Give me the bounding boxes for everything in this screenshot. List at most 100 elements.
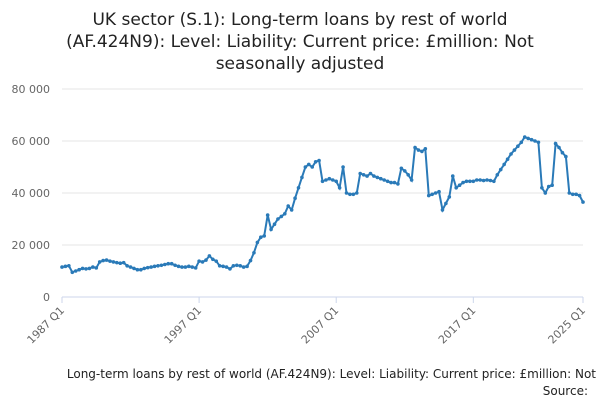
point bbox=[91, 265, 95, 269]
point bbox=[526, 136, 530, 141]
point bbox=[546, 184, 551, 189]
point bbox=[392, 180, 397, 185]
point bbox=[354, 191, 359, 195]
point bbox=[77, 267, 81, 272]
point bbox=[399, 166, 404, 171]
point bbox=[300, 175, 304, 180]
point bbox=[409, 178, 414, 182]
point bbox=[169, 261, 174, 266]
point bbox=[327, 176, 332, 181]
point bbox=[567, 191, 572, 195]
point bbox=[492, 179, 496, 184]
point bbox=[70, 270, 75, 275]
point bbox=[564, 154, 568, 159]
point bbox=[200, 260, 205, 264]
point bbox=[485, 178, 489, 182]
point bbox=[211, 257, 215, 262]
point bbox=[488, 178, 493, 183]
point bbox=[481, 178, 486, 183]
point bbox=[454, 186, 458, 190]
point bbox=[416, 148, 421, 152]
point bbox=[269, 227, 273, 232]
point bbox=[495, 173, 500, 177]
x-axis-label: Long-term loans by rest of world (AF.424… bbox=[67, 367, 596, 381]
point bbox=[115, 260, 119, 265]
point bbox=[406, 173, 410, 177]
point bbox=[235, 263, 239, 268]
point bbox=[104, 258, 109, 262]
point bbox=[550, 183, 554, 187]
point bbox=[457, 183, 462, 187]
point bbox=[166, 261, 171, 266]
point bbox=[440, 208, 445, 212]
point bbox=[118, 261, 123, 266]
point bbox=[577, 193, 582, 198]
point bbox=[553, 141, 558, 146]
point bbox=[279, 214, 284, 219]
point bbox=[471, 179, 476, 184]
point bbox=[135, 267, 140, 272]
point bbox=[361, 173, 366, 177]
point bbox=[522, 135, 527, 139]
point bbox=[310, 165, 315, 169]
y-tick-label: 0 bbox=[43, 291, 50, 304]
point bbox=[73, 269, 78, 273]
point bbox=[296, 186, 301, 190]
x-tick-label: 2017 Q1 bbox=[436, 304, 479, 347]
point bbox=[341, 165, 345, 169]
y-tick-label: 40 000 bbox=[12, 187, 51, 200]
x-tick-label: 2025 Q1 bbox=[546, 304, 589, 347]
point bbox=[509, 152, 513, 156]
point bbox=[324, 178, 328, 182]
point bbox=[498, 167, 503, 172]
point bbox=[94, 266, 99, 270]
x-tick-label: 1987 Q1 bbox=[25, 304, 68, 347]
y-tick-label: 20 000 bbox=[12, 239, 51, 252]
point bbox=[231, 264, 236, 268]
point bbox=[368, 171, 373, 176]
point bbox=[238, 264, 243, 268]
point bbox=[67, 264, 71, 268]
point bbox=[128, 265, 133, 269]
point bbox=[413, 145, 417, 150]
point bbox=[152, 264, 157, 269]
point bbox=[330, 178, 335, 182]
point bbox=[512, 148, 517, 152]
point bbox=[159, 263, 164, 268]
point bbox=[293, 196, 297, 200]
chart-title: UK sector (S.1): Long-term loans by rest… bbox=[92, 10, 507, 30]
point bbox=[519, 140, 524, 145]
point bbox=[540, 186, 544, 190]
point bbox=[389, 180, 393, 185]
point bbox=[80, 266, 85, 271]
point bbox=[286, 204, 291, 208]
point bbox=[533, 139, 537, 143]
point bbox=[252, 251, 256, 255]
point bbox=[570, 192, 575, 197]
x-tick-label: 2007 Q1 bbox=[299, 304, 342, 347]
point bbox=[289, 208, 294, 212]
point bbox=[224, 265, 229, 269]
point bbox=[574, 192, 578, 197]
point bbox=[207, 254, 212, 258]
point bbox=[265, 213, 270, 217]
point bbox=[87, 266, 92, 271]
point bbox=[423, 147, 428, 151]
point bbox=[365, 174, 369, 178]
point bbox=[121, 260, 126, 265]
point bbox=[180, 265, 184, 269]
point bbox=[197, 259, 201, 263]
line bbox=[61, 135, 584, 274]
point bbox=[282, 212, 287, 216]
point bbox=[426, 193, 431, 198]
point bbox=[217, 264, 222, 268]
point bbox=[193, 266, 198, 270]
point bbox=[320, 179, 325, 184]
point bbox=[348, 192, 352, 197]
point bbox=[63, 264, 68, 269]
point bbox=[396, 182, 400, 186]
point bbox=[204, 258, 208, 262]
point bbox=[84, 267, 88, 271]
point bbox=[241, 265, 246, 269]
point bbox=[344, 191, 349, 195]
